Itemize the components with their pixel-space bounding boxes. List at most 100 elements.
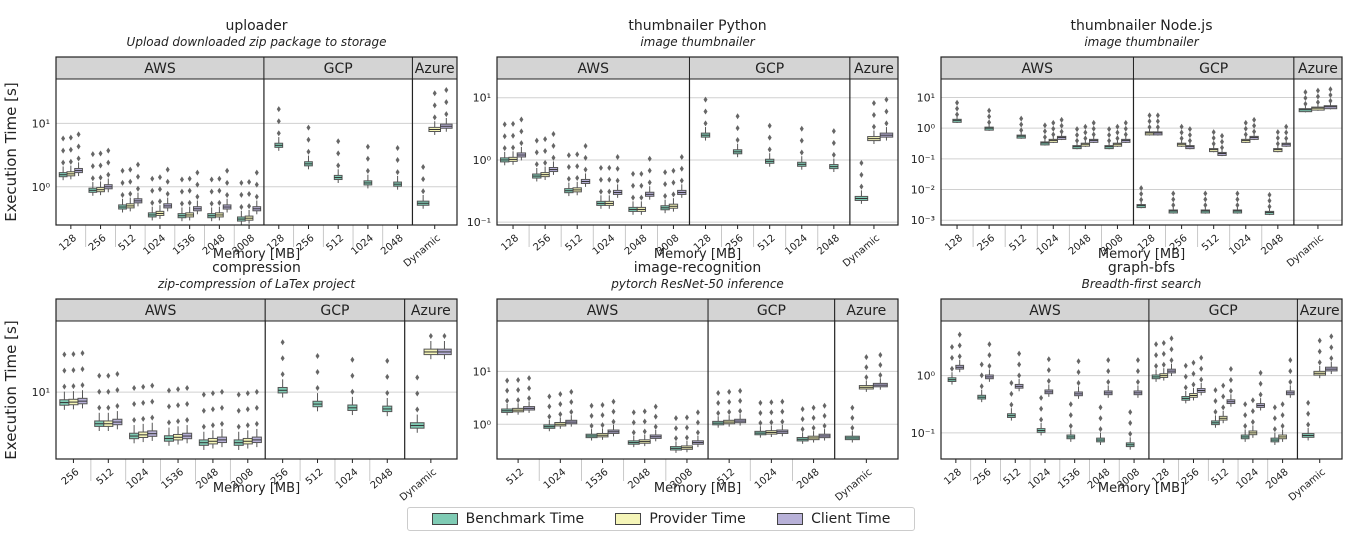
outlier-marker bbox=[850, 424, 855, 431]
outlier-marker bbox=[884, 108, 889, 115]
outlier-marker bbox=[179, 188, 184, 195]
outlier-marker bbox=[1267, 191, 1272, 198]
x-tick-label: Dynamic bbox=[402, 233, 443, 270]
outlier-marker bbox=[1107, 126, 1112, 133]
outlier-marker bbox=[642, 418, 647, 425]
outlier-marker bbox=[673, 435, 678, 442]
outlier-marker bbox=[1213, 398, 1218, 405]
outlier-marker bbox=[957, 342, 962, 349]
outlier-marker bbox=[1139, 190, 1144, 197]
x-axis-label: Memory [MB] bbox=[1098, 247, 1185, 262]
outlier-marker bbox=[505, 397, 510, 404]
outlier-marker bbox=[1154, 352, 1159, 359]
x-tick-label: 1024 bbox=[125, 467, 152, 492]
x-tick-label: Dynamic bbox=[834, 467, 875, 504]
outlier-marker bbox=[871, 123, 876, 130]
outlier-marker bbox=[1106, 368, 1111, 375]
outlier-marker bbox=[600, 422, 605, 429]
outlier-marker bbox=[1039, 394, 1044, 401]
outlier-marker bbox=[106, 159, 111, 166]
outlier-marker bbox=[135, 185, 140, 192]
outlier-marker bbox=[1098, 415, 1103, 422]
outlier-marker bbox=[1211, 134, 1216, 141]
x-tick-label: 256 bbox=[972, 467, 994, 488]
x-tick-label: 1024 bbox=[334, 467, 361, 492]
outlier-marker bbox=[1288, 368, 1293, 375]
outlier-marker bbox=[315, 385, 320, 392]
outlier-marker bbox=[365, 143, 370, 150]
outlier-marker bbox=[1009, 401, 1014, 408]
outlier-marker bbox=[631, 409, 636, 416]
outlier-marker bbox=[1039, 416, 1044, 423]
outlier-marker bbox=[254, 169, 259, 176]
outlier-marker bbox=[703, 108, 708, 115]
x-tick-label: 1024 bbox=[753, 467, 780, 492]
outlier-marker bbox=[516, 397, 521, 404]
outlier-marker bbox=[187, 199, 192, 206]
outlier-marker bbox=[653, 423, 658, 430]
outlier-marker bbox=[979, 383, 984, 390]
outlier-marker bbox=[949, 343, 954, 350]
x-tick-label: 512 bbox=[304, 467, 326, 488]
outlier-marker bbox=[150, 199, 155, 206]
outlier-marker bbox=[1009, 390, 1014, 397]
outlier-marker bbox=[115, 387, 120, 394]
outlier-marker bbox=[306, 148, 311, 155]
outlier-marker bbox=[769, 399, 774, 406]
outlier-marker bbox=[631, 170, 636, 177]
outlier-marker bbox=[1135, 368, 1140, 375]
outlier-marker bbox=[1075, 137, 1080, 144]
outlier-marker bbox=[1091, 119, 1096, 126]
outlier-marker bbox=[1147, 118, 1152, 125]
outlier-marker bbox=[871, 100, 876, 107]
outlier-marker bbox=[653, 403, 658, 410]
legend-item-benchmark: Benchmark Time bbox=[431, 511, 584, 527]
outlier-marker bbox=[217, 187, 222, 194]
x-tick-label: 1024 bbox=[783, 233, 810, 258]
outlier-marker bbox=[421, 176, 426, 183]
outlier-marker bbox=[1154, 363, 1159, 370]
outlier-marker bbox=[1128, 430, 1133, 437]
outlier-marker bbox=[673, 415, 678, 422]
outlier-marker bbox=[1275, 129, 1280, 136]
outlier-marker bbox=[1191, 359, 1196, 366]
outlier-marker bbox=[106, 171, 111, 178]
outlier-marker bbox=[62, 383, 67, 390]
outlier-marker bbox=[800, 416, 805, 423]
outlier-marker bbox=[1051, 125, 1056, 132]
outlier-marker bbox=[850, 404, 855, 411]
outlier-marker bbox=[201, 423, 206, 430]
outlier-marker bbox=[639, 170, 644, 177]
outlier-marker bbox=[703, 96, 708, 103]
x-tick-label: 1536 bbox=[160, 467, 187, 492]
outlier-marker bbox=[365, 167, 370, 174]
outlier-marker bbox=[502, 133, 507, 140]
outlier-marker bbox=[957, 331, 962, 338]
outlier-marker bbox=[569, 388, 574, 395]
outlier-marker bbox=[336, 138, 341, 145]
outlier-marker bbox=[187, 175, 192, 182]
outlier-marker bbox=[71, 351, 76, 358]
outlier-marker bbox=[1068, 423, 1073, 430]
outlier-marker bbox=[1019, 127, 1024, 134]
outlier-marker bbox=[1315, 87, 1320, 94]
outlier-marker bbox=[1199, 354, 1204, 361]
outlier-marker bbox=[1017, 372, 1022, 379]
outlier-marker bbox=[1284, 129, 1289, 136]
outlier-marker bbox=[1098, 404, 1103, 411]
plot-frame bbox=[496, 56, 899, 226]
outlier-marker bbox=[1243, 412, 1248, 419]
outlier-marker bbox=[979, 372, 984, 379]
outlier-marker bbox=[1019, 115, 1024, 122]
y-tick-label: 10⁻¹ bbox=[911, 427, 935, 440]
outlier-marker bbox=[415, 374, 420, 381]
outlier-marker bbox=[949, 365, 954, 372]
outlier-marker bbox=[767, 134, 772, 141]
outlier-marker bbox=[727, 388, 732, 395]
outlier-marker bbox=[1211, 129, 1216, 136]
outlier-marker bbox=[1267, 197, 1272, 204]
outlier-marker bbox=[1161, 339, 1166, 346]
facet-label: AWS bbox=[1021, 61, 1053, 77]
outlier-marker bbox=[71, 367, 76, 374]
outlier-marker bbox=[534, 161, 539, 168]
